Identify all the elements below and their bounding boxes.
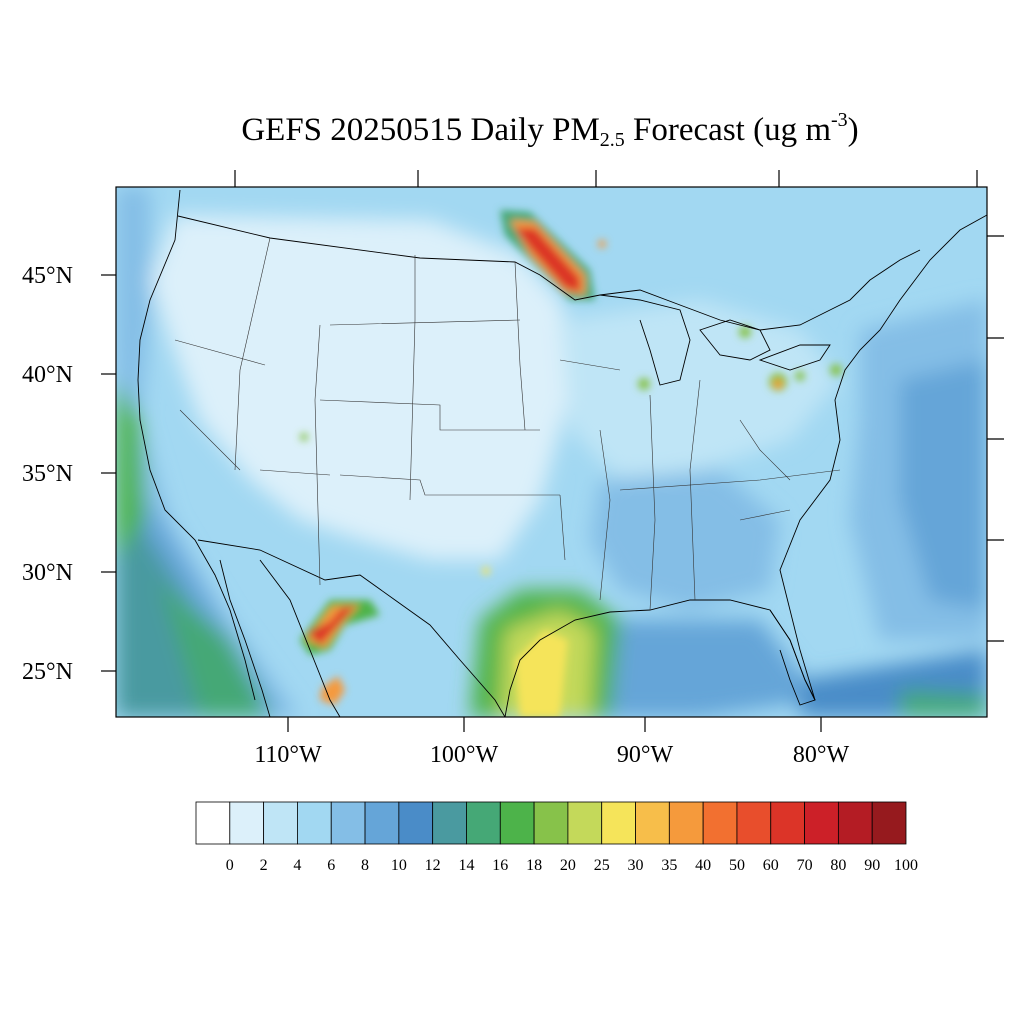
colorbar: 0 2 4 6 8 10 12 14 16 18 20 25 30 35 40 50 60 70 80 90 100 — [195, 801, 918, 874]
lon-label: 110°W — [254, 742, 322, 768]
pm25-field — [116, 187, 987, 717]
colorbar-label: 18 — [526, 857, 542, 874]
lat-label: 40°N — [22, 362, 73, 388]
colorbar-label: 0 — [226, 857, 234, 874]
field-se-blue — [590, 470, 780, 610]
field-gulf-blue — [600, 620, 820, 717]
lat-label: 35°N — [22, 461, 73, 487]
hotspot-toronto — [739, 326, 751, 338]
colorbar-label: 8 — [361, 857, 369, 874]
colorbar-swatch — [837, 801, 873, 845]
colorbar-label: 30 — [628, 857, 644, 874]
colorbar-label: 70 — [797, 857, 813, 874]
hotspot-nyc — [830, 364, 842, 376]
colorbar-label: 25 — [594, 857, 610, 874]
lon-label: 90°W — [617, 742, 674, 768]
colorbar-label: 14 — [458, 857, 474, 874]
title-subscript: 2.5 — [599, 129, 625, 151]
pacific-coast — [137, 189, 256, 701]
colorbar-label: 2 — [260, 857, 268, 874]
colorbar-swatch — [195, 801, 231, 845]
title-suffix: ) — [847, 112, 859, 148]
field-coast-green — [116, 380, 145, 560]
plume-mexico-red — [308, 606, 355, 645]
title-prefix: GEFS 20250515 Daily PM — [241, 112, 600, 148]
colorbar-label: 6 — [327, 857, 335, 874]
plume-northern-red — [515, 228, 580, 292]
colorbar-label: 60 — [763, 857, 779, 874]
field-baja-teal — [160, 580, 270, 717]
colorbar-swatch — [635, 801, 670, 845]
lat-label: 25°N — [22, 659, 73, 685]
colorbar-swatch — [668, 801, 704, 845]
colorbar-swatch — [804, 801, 839, 845]
hotspot-utah — [300, 433, 308, 441]
colorbar-label: 10 — [391, 857, 407, 874]
field-florida-keys-green — [900, 690, 987, 717]
lat-label: 45°N — [22, 263, 73, 289]
plume-mexico-south — [320, 676, 345, 705]
hotspot-texas-west — [482, 567, 490, 575]
us-mexico-border — [197, 539, 506, 717]
colorbar-swatch — [297, 801, 332, 845]
field-atlantic-deep — [900, 360, 987, 610]
colorbar-swatch — [601, 801, 636, 845]
colorbar-swatch — [364, 801, 400, 845]
lat-label: 30°N — [22, 560, 73, 586]
colorbar-label: 35 — [661, 857, 677, 874]
hotspot-pa — [795, 371, 805, 381]
colorbar-label: 100 — [894, 857, 918, 874]
title-middle: Forecast (ug m — [624, 112, 831, 148]
colorbar-label: 80 — [830, 857, 846, 874]
hotspot-lake-erie-core — [773, 379, 783, 389]
colorbar-swatch — [229, 801, 265, 845]
latitude-labels: 45°N 40°N 35°N 30°N 25°N — [22, 263, 73, 685]
map-boundaries — [137, 189, 987, 717]
colorbar-swatch — [702, 801, 738, 845]
colorbar-swatch — [871, 801, 907, 845]
colorbar-swatch — [736, 801, 772, 845]
colorbar-label: 16 — [492, 857, 508, 874]
colorbar-swatch — [432, 801, 467, 845]
state-lines — [174, 237, 841, 611]
longitude-labels: 110°W 100°W 90°W 80°W — [254, 742, 849, 768]
field-interior-light — [150, 215, 580, 560]
florida — [769, 609, 816, 706]
colorbar-label: 40 — [695, 857, 711, 874]
hotspot-minnesota — [598, 240, 606, 248]
colorbar-swatch — [263, 801, 298, 845]
map-title: GEFS 20250515 Daily PM2.5 Forecast (ug m… — [0, 109, 1024, 151]
colorbar-swatch — [770, 801, 805, 845]
title-superscript: -3 — [831, 109, 848, 131]
mexico-west-coast — [259, 559, 341, 717]
state-line-grid — [174, 237, 841, 611]
great-lakes — [599, 294, 831, 386]
baja-coast — [219, 559, 271, 717]
colorbar-label: 12 — [425, 857, 441, 874]
colorbar-swatch — [499, 801, 535, 845]
lon-label: 100°W — [430, 742, 499, 768]
field-ne-light — [560, 300, 840, 480]
colorbar-label: 4 — [293, 857, 301, 874]
colorbar-label: 20 — [560, 857, 576, 874]
colorbar-swatch — [533, 801, 569, 845]
tick-marks — [101, 170, 1004, 732]
colorbar-swatch — [330, 801, 366, 845]
colorbar-swatch — [567, 801, 603, 845]
atlantic-coast — [779, 214, 987, 701]
us-canada-border — [177, 215, 921, 331]
colorbar-swatch — [398, 801, 434, 845]
colorbar-swatch — [466, 801, 501, 845]
lon-label: 80°W — [793, 742, 850, 768]
colorbar-label: 90 — [864, 857, 880, 874]
hotspot-chicago — [638, 378, 650, 390]
map-frame — [115, 186, 988, 718]
colorbar-label: 50 — [729, 857, 745, 874]
